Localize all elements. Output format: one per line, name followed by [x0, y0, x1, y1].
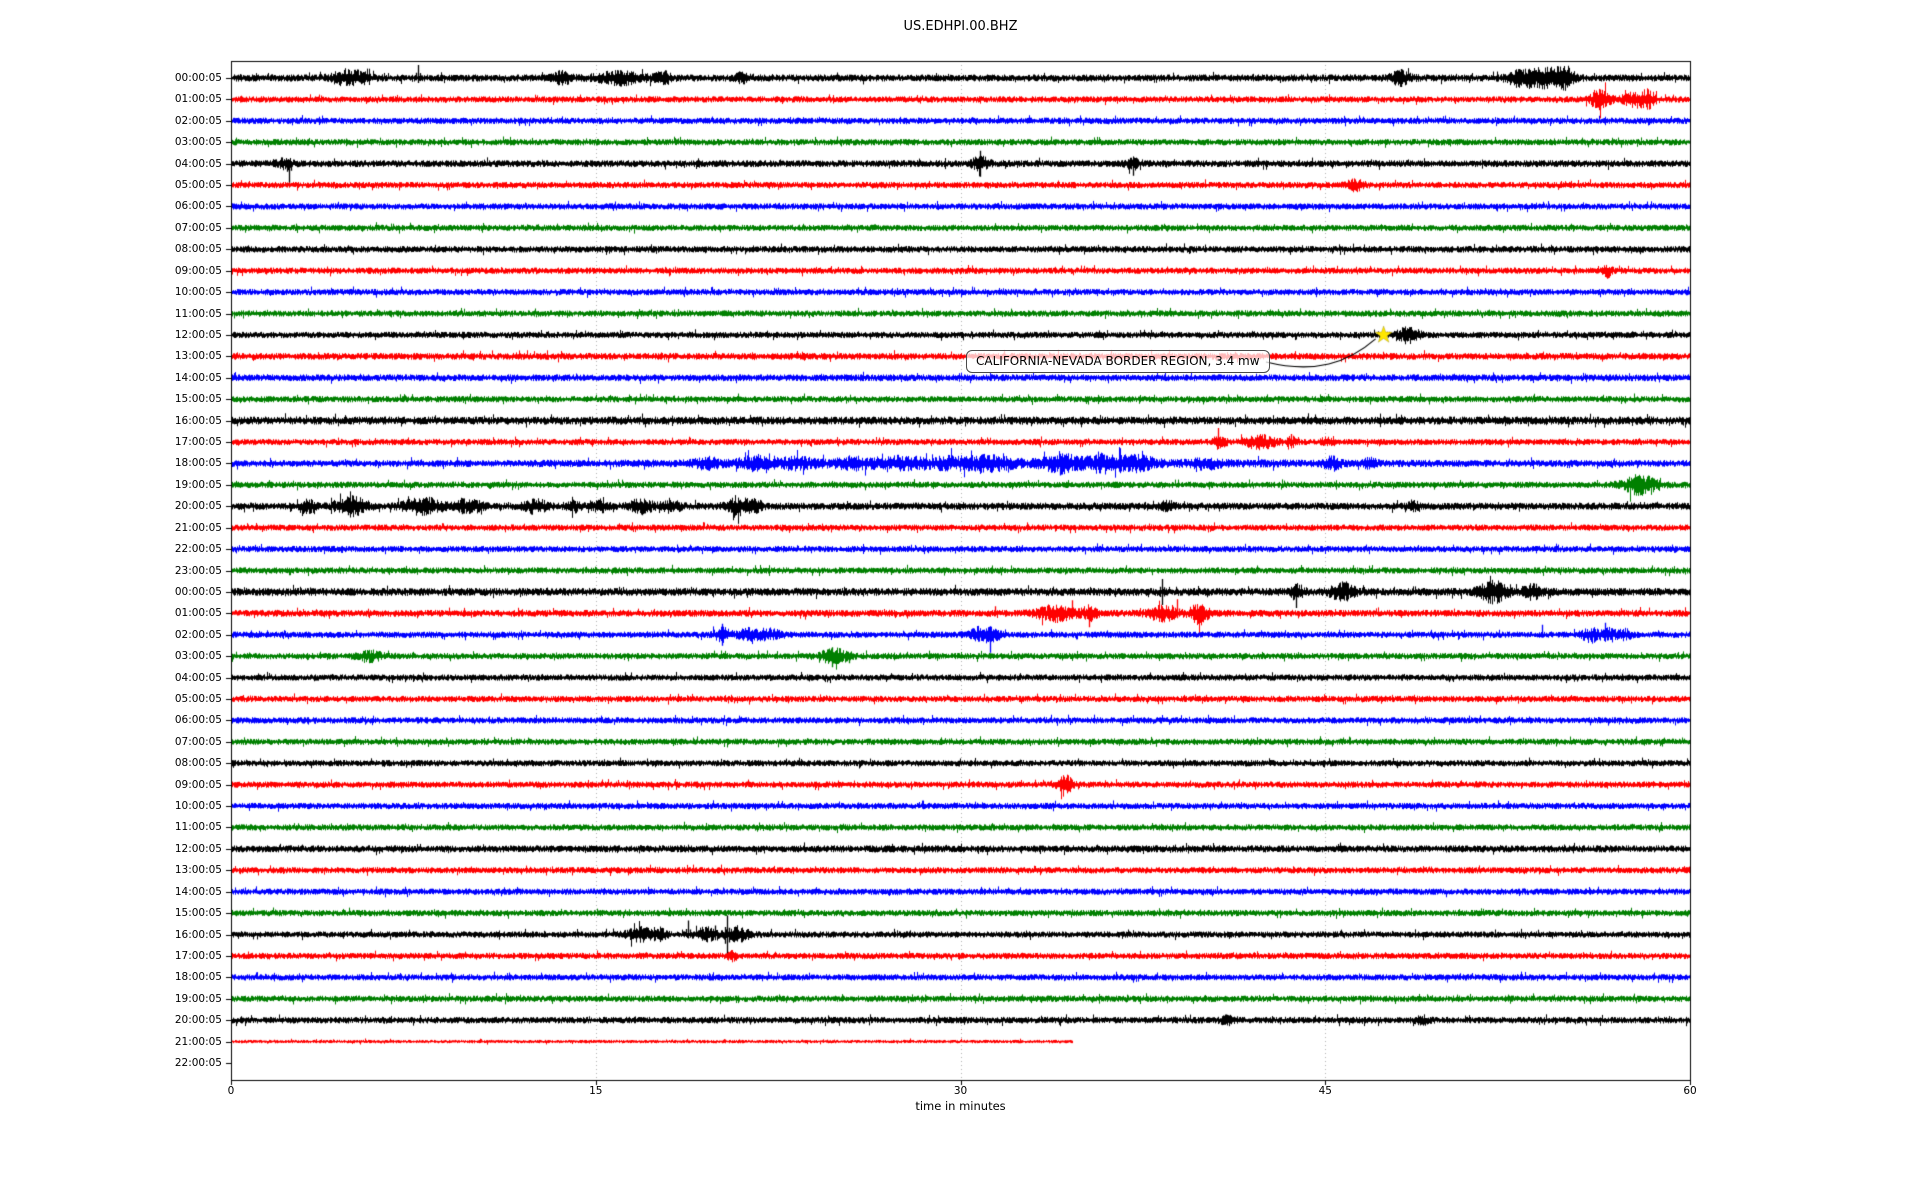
y-tick-label: 13:00:05 [174, 350, 222, 363]
event-annotation-text: CALIFORNIA-NEVADA BORDER REGION, 3.4 mw [976, 354, 1260, 368]
y-tick-label: 10:00:05 [174, 800, 222, 813]
y-tick-label: 03:00:05 [174, 136, 222, 149]
y-tick-label: 19:00:05 [174, 992, 222, 1005]
y-tick-label: 00:00:05 [174, 72, 222, 84]
x-tick-label: 30 [953, 1085, 968, 1097]
y-tick-label: 16:00:05 [174, 928, 222, 941]
y-tick-label: 08:00:05 [174, 243, 222, 256]
y-tick-label: 20:00:05 [174, 500, 222, 513]
y-tick-label: 07:00:05 [174, 735, 222, 748]
x-tick-label: 0 [227, 1085, 235, 1097]
event-annotation-box: CALIFORNIA-NEVADA BORDER REGION, 3.4 mw [966, 350, 1270, 373]
x-tick-label: 60 [1683, 1085, 1697, 1097]
y-tick-label: 10:00:05 [174, 286, 222, 299]
y-tick-label: 02:00:05 [174, 114, 222, 127]
chart-title: US.EDHPI.00.BHZ [903, 19, 1018, 34]
y-tick-label: 23:00:05 [174, 564, 222, 577]
y-tick-label: 11:00:05 [174, 307, 222, 320]
y-tick-label: 12:00:05 [174, 328, 222, 341]
y-tick-label: 17:00:05 [174, 436, 222, 449]
y-tick-label: 04:00:05 [174, 671, 222, 684]
y-tick-label: 06:00:05 [174, 200, 222, 213]
y-tick-label: 14:00:05 [174, 885, 222, 898]
y-tick-label: 17:00:05 [174, 949, 222, 962]
x-tick-label: 45 [1318, 1085, 1332, 1097]
y-tick-label: 09:00:05 [174, 778, 222, 791]
y-tick-label: 02:00:05 [174, 628, 222, 641]
y-tick-label: 14:00:05 [174, 371, 222, 384]
y-tick-label: 05:00:05 [174, 179, 222, 192]
y-tick-label: 05:00:05 [174, 692, 222, 705]
y-tick-label: 15:00:05 [174, 907, 222, 920]
y-tick-label: 04:00:05 [174, 157, 222, 170]
y-tick-label: 13:00:05 [174, 864, 222, 877]
y-tick-label: 18:00:05 [174, 457, 222, 470]
y-tick-label: 09:00:05 [174, 264, 222, 277]
y-tick-label: 18:00:05 [174, 971, 222, 984]
y-tick-label: 19:00:05 [174, 478, 222, 491]
y-tick-label: 08:00:05 [174, 757, 222, 770]
y-tick-label: 12:00:05 [174, 842, 222, 855]
y-tick-label: 22:00:05 [174, 543, 222, 556]
y-tick-label: 16:00:05 [174, 414, 222, 427]
y-tick-label: 01:00:05 [174, 93, 222, 106]
x-tick-label: 15 [589, 1085, 603, 1097]
y-tick-label: 01:00:05 [174, 607, 222, 620]
y-tick-label: 00:00:05 [174, 585, 222, 598]
y-tick-label: 21:00:05 [174, 1035, 222, 1048]
y-tick-label: 21:00:05 [174, 521, 222, 534]
y-tick-label: 22:00:05 [174, 1057, 222, 1069]
x-axis-label: time in minutes [915, 1099, 1006, 1113]
y-tick-label: 15:00:05 [174, 393, 222, 406]
y-tick-label: 07:00:05 [174, 221, 222, 234]
y-tick-label: 11:00:05 [174, 821, 222, 834]
y-tick-label: 03:00:05 [174, 650, 222, 663]
y-tick-label: 20:00:05 [174, 1014, 222, 1027]
y-tick-label: 06:00:05 [174, 714, 222, 727]
